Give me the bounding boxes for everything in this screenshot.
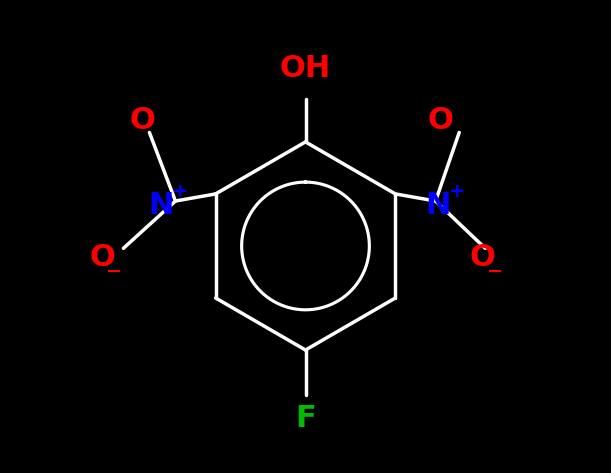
Text: −: − (106, 262, 122, 280)
Text: N: N (148, 191, 174, 220)
Text: O: O (470, 243, 496, 272)
Text: F: F (295, 404, 316, 433)
Text: O: O (130, 106, 155, 135)
Text: +: + (448, 182, 465, 201)
Text: O: O (89, 243, 115, 272)
Text: −: − (486, 262, 503, 280)
Text: OH: OH (280, 54, 331, 83)
Text: N: N (425, 191, 451, 220)
Text: O: O (427, 106, 453, 135)
Text: +: + (172, 182, 188, 201)
